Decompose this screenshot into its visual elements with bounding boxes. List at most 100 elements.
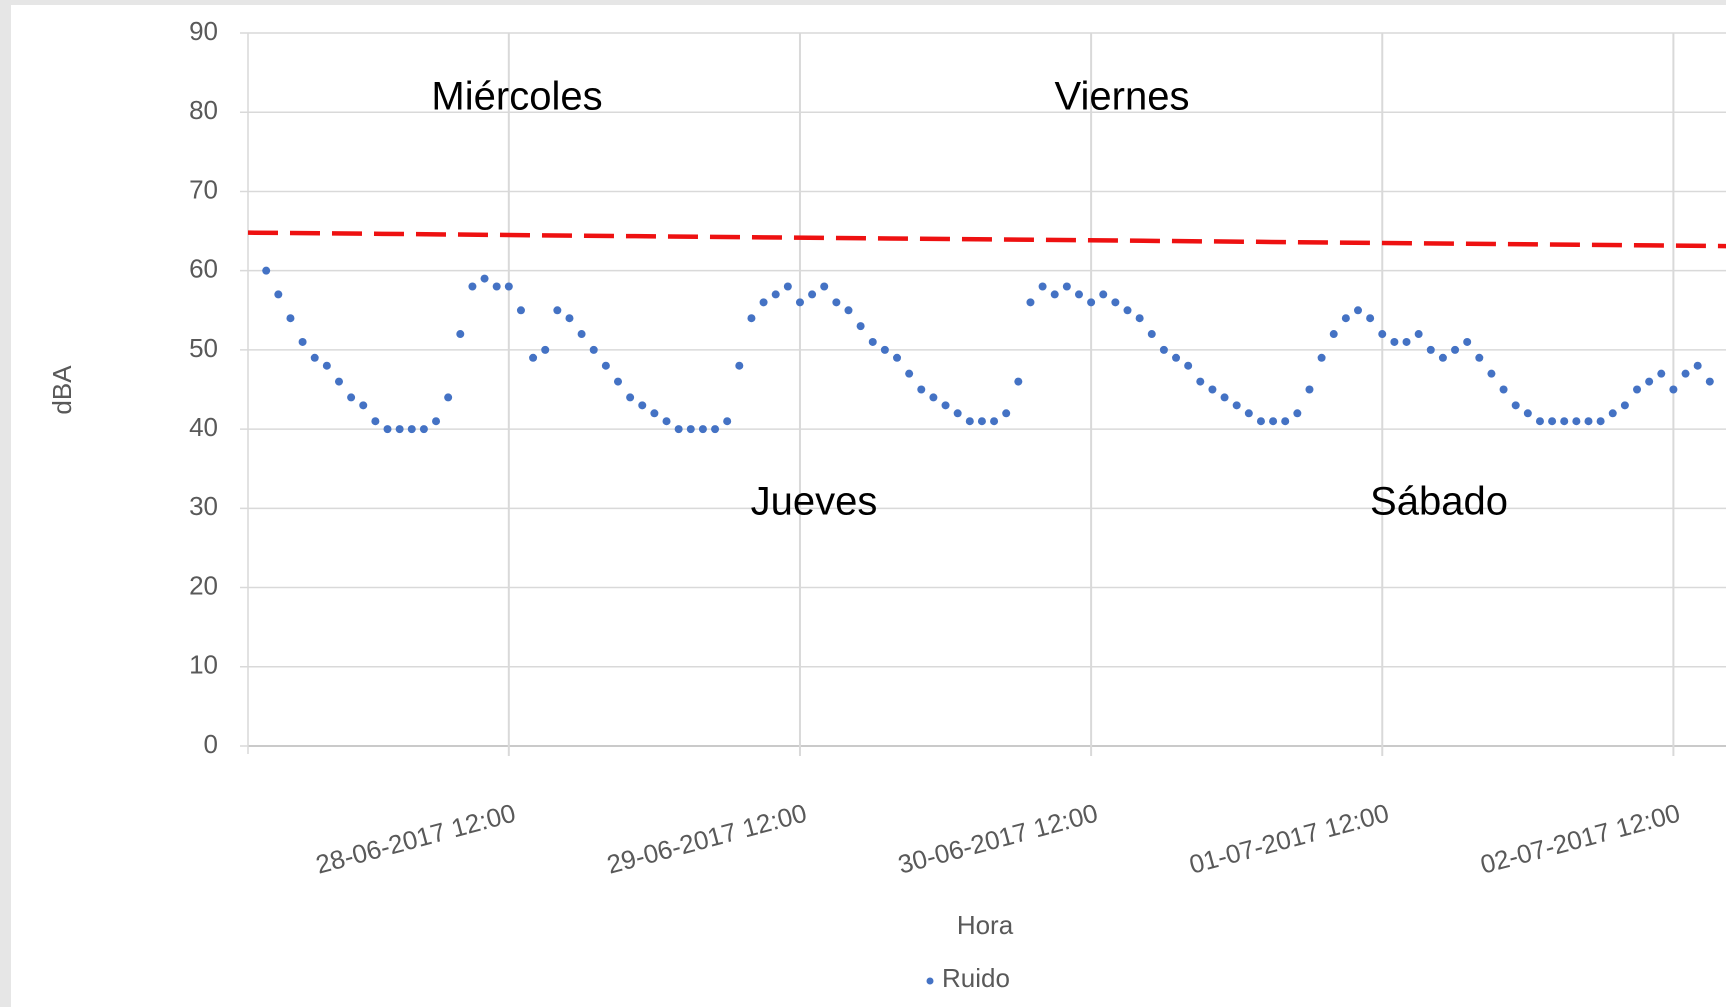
point (1378, 330, 1387, 339)
x-axis-label: Hora (957, 910, 1014, 940)
point (262, 266, 271, 275)
point (1451, 345, 1460, 354)
point (929, 393, 938, 402)
point (1232, 401, 1241, 410)
legend-label: Ruido (942, 963, 1010, 993)
point (893, 353, 902, 362)
point (1681, 369, 1690, 378)
point (541, 345, 550, 354)
point (917, 385, 926, 394)
point (674, 425, 683, 434)
frame-left (0, 0, 11, 1007)
point (1511, 401, 1520, 410)
point (711, 425, 720, 434)
point (1269, 417, 1278, 426)
y-tick-label: 30 (189, 491, 218, 521)
point (298, 337, 307, 346)
y-tick-label: 20 (189, 570, 218, 600)
point (880, 345, 889, 354)
point (965, 417, 974, 426)
point (905, 369, 914, 378)
point (1426, 345, 1435, 354)
point (1475, 353, 1484, 362)
y-tick-label: 70 (189, 174, 218, 204)
point (1693, 361, 1702, 370)
point (1572, 417, 1581, 426)
point (868, 337, 877, 346)
point (1487, 369, 1496, 378)
point (1074, 290, 1083, 299)
point (1002, 409, 1011, 418)
point (1026, 298, 1035, 307)
point (614, 377, 622, 386)
point (808, 290, 817, 299)
point (516, 306, 525, 315)
point (419, 425, 428, 434)
y-tick-label: 10 (189, 650, 218, 680)
point (359, 401, 368, 410)
point (310, 353, 319, 362)
point (735, 361, 744, 370)
point (347, 393, 356, 402)
point (456, 330, 465, 339)
y-axis-label: dBA (47, 365, 77, 415)
point (990, 417, 999, 426)
point (1184, 361, 1193, 370)
point (1402, 337, 1411, 346)
point (286, 314, 295, 323)
point (626, 393, 635, 402)
point (1111, 298, 1120, 307)
point (1390, 337, 1399, 346)
point (1560, 417, 1569, 426)
frame-top (0, 0, 1726, 5)
point (1244, 409, 1253, 418)
point (1705, 377, 1714, 386)
point (771, 290, 780, 299)
point (1645, 377, 1654, 386)
point (1159, 345, 1168, 354)
legend-marker (926, 977, 934, 985)
point (747, 314, 756, 323)
point (832, 298, 841, 307)
point (274, 290, 283, 299)
point (1608, 409, 1617, 418)
y-tick-label: 40 (189, 412, 218, 442)
point (1135, 314, 1144, 323)
point (844, 306, 853, 315)
point (1123, 306, 1132, 315)
point (1293, 409, 1302, 418)
point (1669, 385, 1678, 394)
point (1657, 369, 1666, 378)
trend-line (247, 230, 1726, 249)
point (977, 417, 986, 426)
point (650, 409, 659, 418)
point (444, 393, 453, 402)
point (1317, 353, 1326, 362)
y-tick-label: 90 (189, 16, 218, 46)
point (941, 401, 950, 410)
point (1499, 385, 1508, 394)
point (1196, 377, 1205, 386)
y-tick-label: 80 (189, 95, 218, 125)
y-tick-label: 60 (189, 254, 218, 284)
point (480, 274, 489, 283)
annotation: Sábado (1370, 480, 1508, 524)
point (553, 306, 562, 315)
point (1366, 314, 1375, 323)
point (1208, 385, 1217, 394)
point (1062, 282, 1071, 291)
point (1329, 330, 1338, 339)
point (371, 417, 380, 426)
point (1305, 385, 1314, 394)
point (1038, 282, 1047, 291)
point (1050, 290, 1059, 299)
point (1220, 393, 1229, 402)
point (686, 425, 695, 434)
point (795, 298, 804, 307)
point (1463, 337, 1472, 346)
point (1596, 417, 1605, 426)
point (468, 282, 477, 291)
point (577, 330, 586, 339)
